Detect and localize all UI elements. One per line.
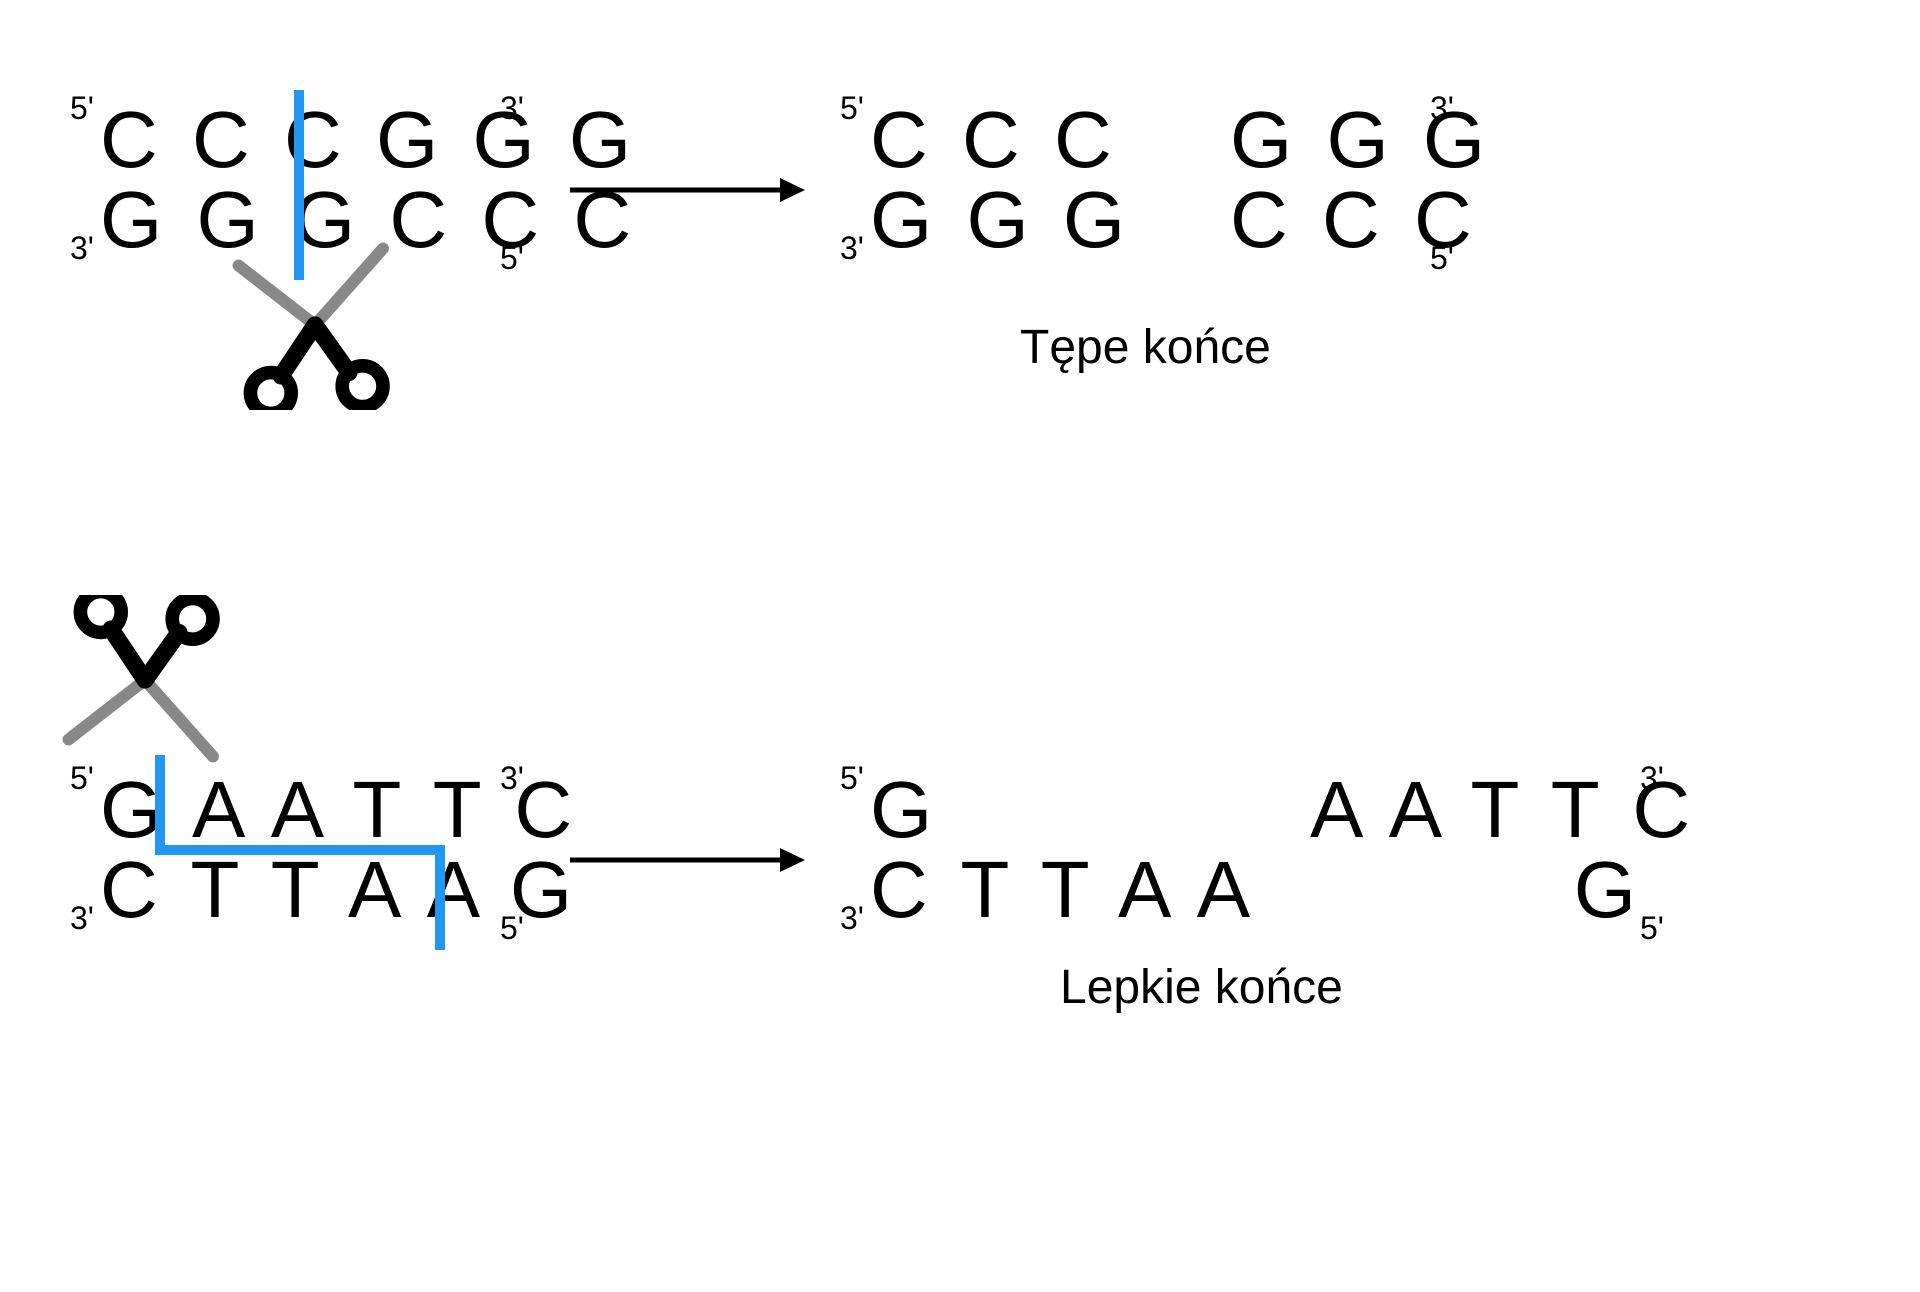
prime-label: 3' [500,90,524,127]
prime-label: 5' [70,90,94,127]
blunt-result-right: G G G 3' C C C 5' [1230,100,1491,260]
prime-label: 5' [500,240,524,277]
prime-label: 5' [840,90,864,127]
scissors-icon [60,595,230,765]
reaction-arrow [570,170,810,210]
dna-bottom-strand: C T T A A [870,850,1256,930]
prime-label: 3' [500,760,524,797]
blunt-result-left: 5' C C C G G G 3' [870,100,1131,260]
blunt-source-dna: 5' C C C G G G 3' G G G C C C 3' 5' [100,100,637,260]
dna-bottom-strand: G [1574,850,1642,930]
prime-label: 3' [1430,90,1454,127]
prime-label: 5' [840,760,864,797]
prime-label: 3' [840,230,864,267]
prime-label: 5' [500,910,524,947]
dna-top-strand: C C C [870,100,1118,180]
sticky-source-dna: 5' G A A T T C 3' C T T A A G 3' 5' [100,770,578,930]
cut-line-staggered [155,755,495,955]
prime-label: 5' [1640,910,1664,947]
prime-label: 3' [1640,760,1664,797]
prime-label: 3' [840,900,864,937]
blunt-ends-label: Tępe końce [1020,320,1271,375]
dna-top-strand: G [870,770,938,850]
dna-top-strand: A A T T C [1310,770,1696,850]
prime-label: 3' [70,900,94,937]
scissors-icon [230,240,400,410]
dna-top-strand: C C C G G G [100,100,637,180]
sticky-result-right: A A T T C 3' G 5' [1310,770,1696,930]
sticky-result-left: 5' G C T T A A 3' [870,770,1256,930]
prime-label: 3' [70,230,94,267]
dna-bottom-strand: G G G [870,180,1131,260]
reaction-arrow [570,840,810,880]
prime-label: 5' [1430,240,1454,277]
prime-label: 5' [70,760,94,797]
sticky-ends-label: Lepkie końce [1060,960,1343,1015]
